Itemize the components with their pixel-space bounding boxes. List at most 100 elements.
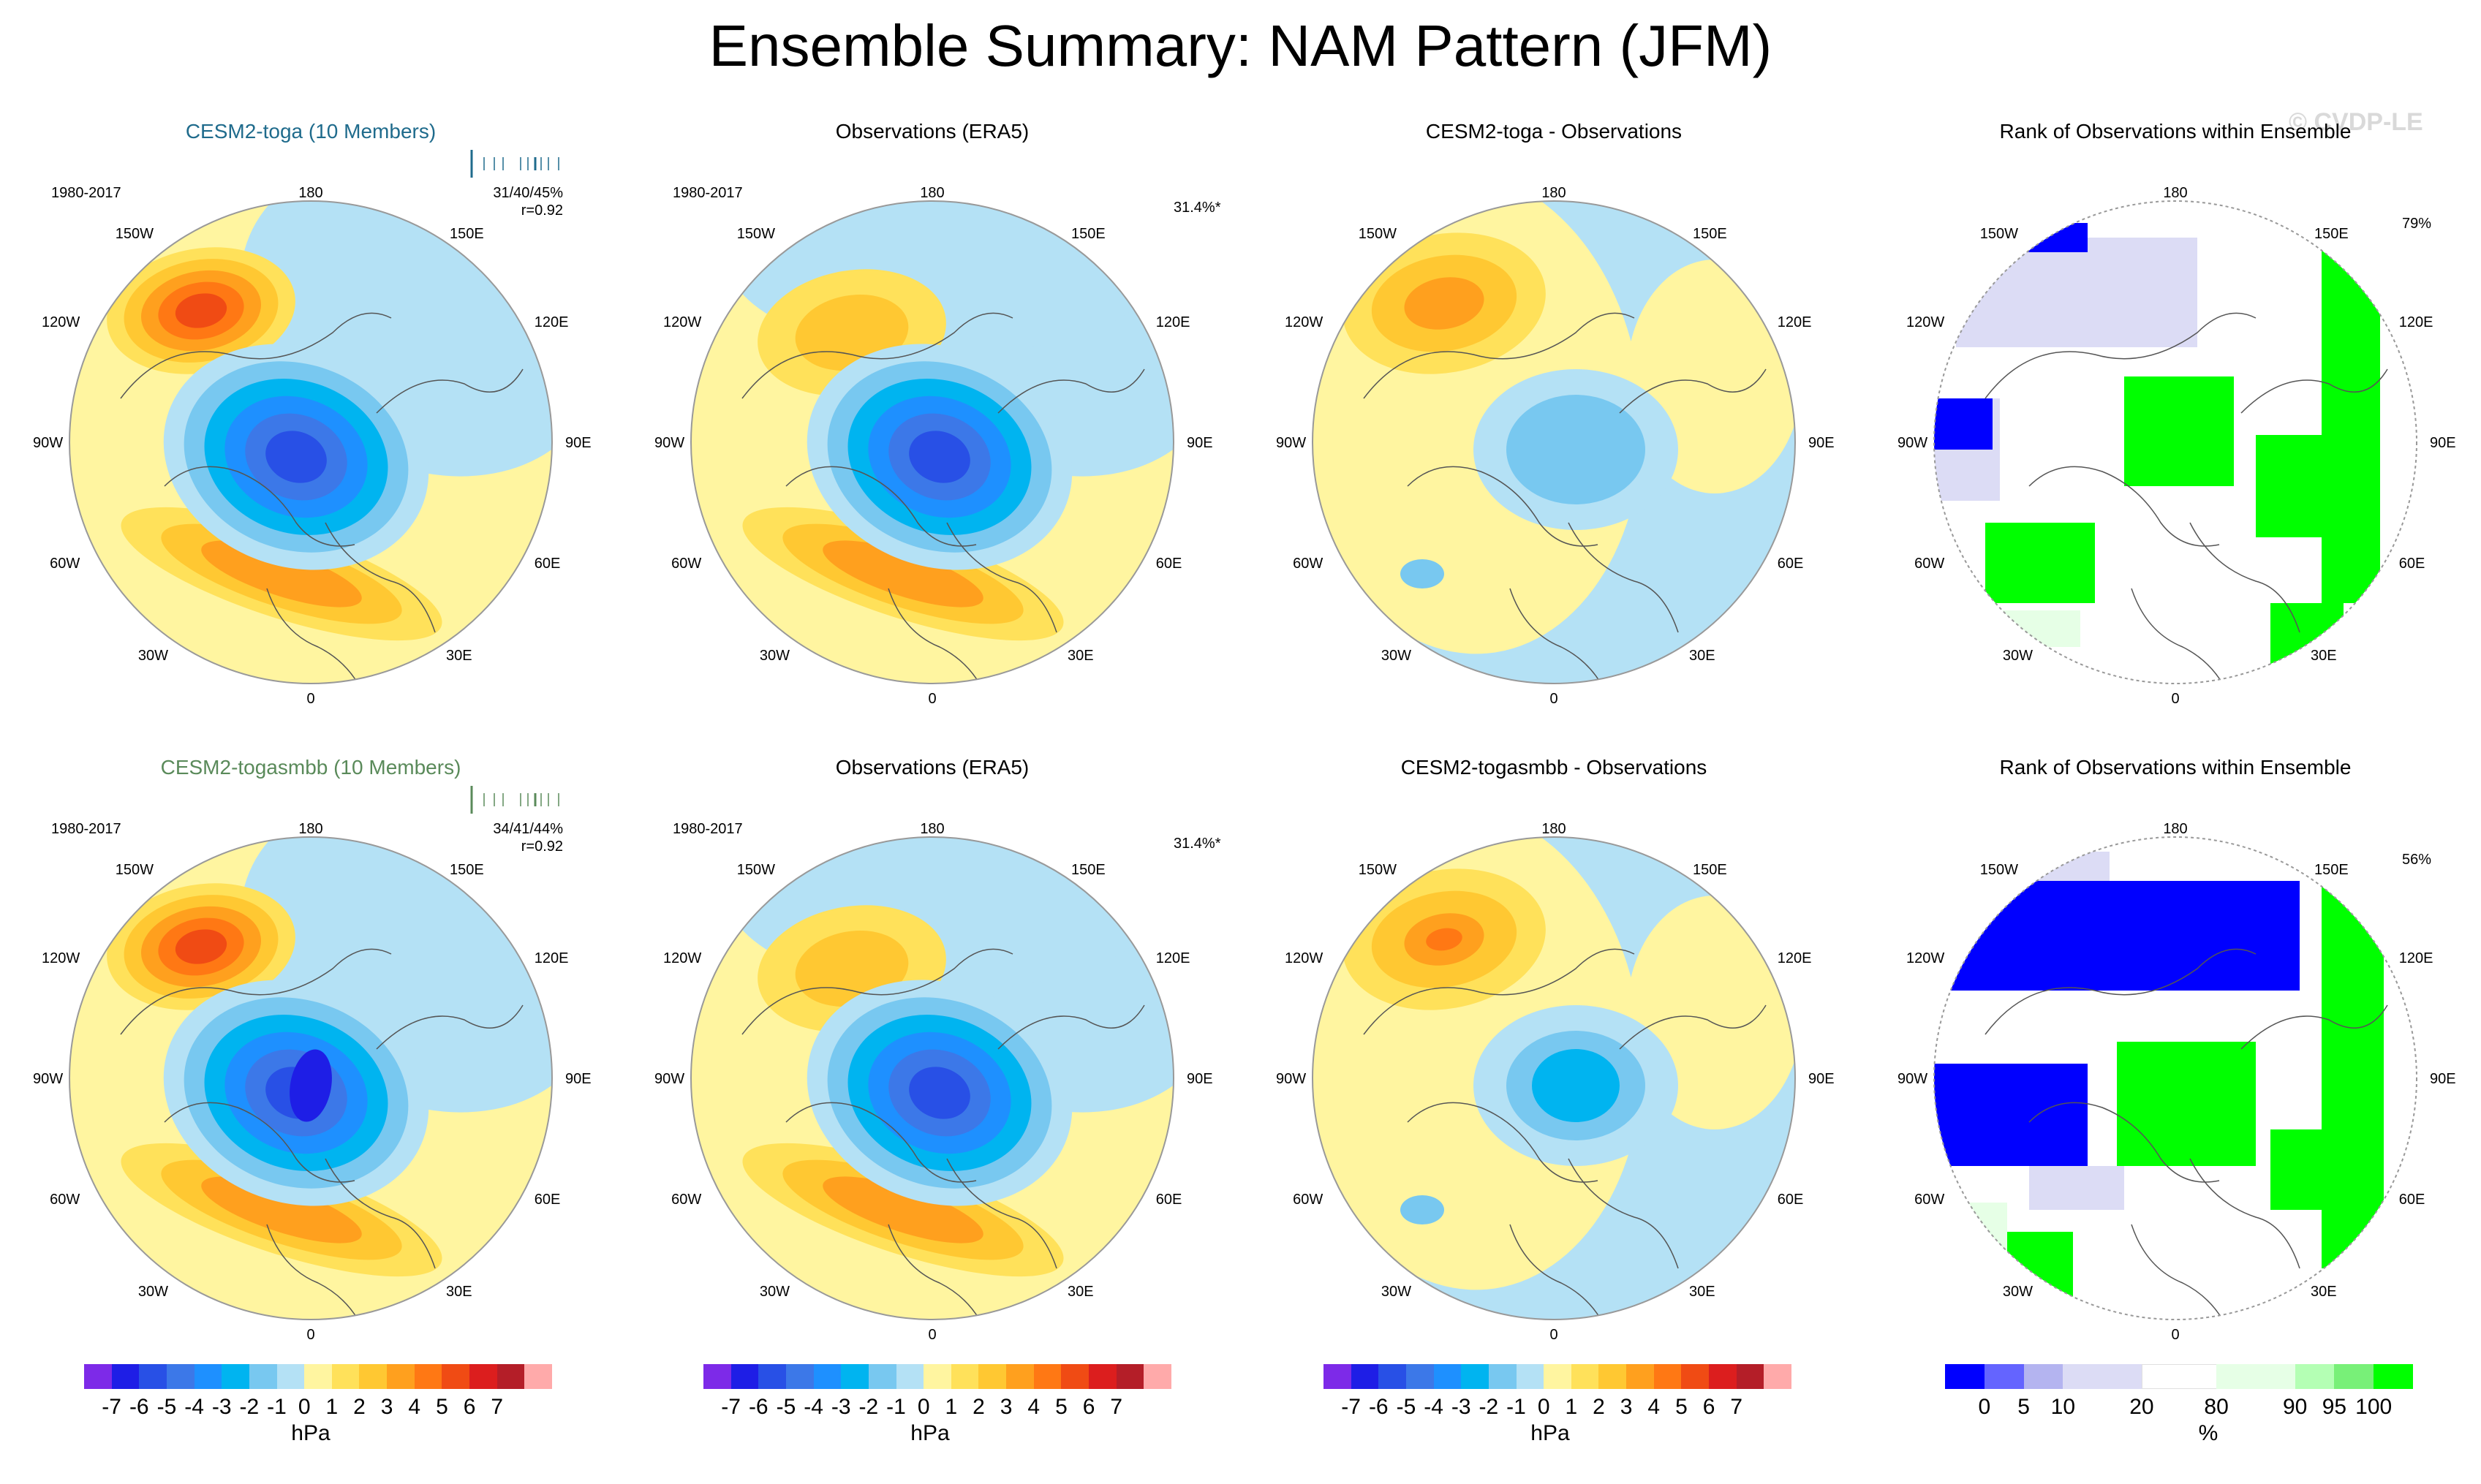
map-boundary [69,836,553,1320]
colorbar-swatch [1488,1364,1517,1389]
longitude-label: 90E [1808,1071,1835,1087]
longitude-label: 30E [2311,647,2337,664]
longitude-label: 60W [1293,556,1323,572]
longitude-label: 90E [565,1071,592,1087]
colorbar-unit: % [2198,1421,2218,1445]
longitude-label: 150W [1979,862,2018,879]
longitude-label: 120W [662,314,702,330]
map-boundary [1312,836,1796,1320]
colorbar-tick-label: 95 [2322,1395,2347,1419]
atlantic-diff-contour [1400,1195,1444,1224]
longitude-label: 0 [928,691,937,707]
coastline [1619,1004,1767,1050]
longitude-label: 120E [1155,950,1190,966]
polar-map [1933,836,2417,1320]
coastline [2131,1224,2227,1320]
longitude-label: 180 [1541,185,1566,201]
colorbar-swatch [1626,1364,1655,1389]
longitude-label: 180 [920,821,945,837]
longitude-label: 60W [671,1192,702,1208]
colorbar-tick-label: 4 [1027,1395,1041,1419]
colorbar-tick-label: -4 [804,1395,823,1419]
colorbar-tick-label: 1 [945,1395,958,1419]
colorbar-tick-label: -6 [1368,1395,1389,1419]
colorbar-swatch [1089,1364,1117,1389]
panel-title: CESM2-togasmbb - Observations [1400,756,1707,779]
rank-region-high [2322,223,2380,603]
polar-map [1933,200,2417,684]
longitude-label: 60W [50,556,80,572]
longitude-label: 90W [1897,435,1928,451]
colorbar-swatch [387,1364,415,1389]
longitude-label: 90W [33,435,64,451]
coastline [164,1102,355,1183]
longitude-label: 150E [1693,226,1727,243]
coastline [997,368,1145,414]
colorbar-swatch [2063,1364,2142,1389]
rank-region-high [2322,859,2384,1268]
colorbar-tick-label: 0 [298,1395,311,1419]
polar-map [1312,200,1796,684]
longitude-label: 30W [759,647,790,664]
longitude-label: 90E [1187,1071,1213,1087]
map-boundary [690,200,1174,684]
colorbar-swatch [2295,1364,2335,1389]
pacific-diff-contour [1426,928,1462,951]
coastline [325,522,436,633]
coastline [120,312,392,399]
pattern-correlation-pct: 31.4%* [1174,836,1221,852]
colorbar-swatch [276,1364,305,1389]
map-panel-r2-c4: Rank of Observations within Ensemble 180 0… [1865,753,2481,1484]
coastline [376,1004,524,1050]
longitude-label: 120W [1906,950,1945,966]
panel-title: CESM2-toga - Observations [1425,120,1683,143]
longitude-label: 150E [450,226,484,243]
coastline [1363,312,1635,399]
colorbar-swatch [359,1364,388,1389]
map-boundary [1933,836,2417,1320]
colorbar-tick-label: 0 [917,1395,930,1419]
longitude-label: 0 [2171,1327,2180,1343]
longitude-label: 150W [1358,226,1397,243]
longitude-label: 30E [446,1283,472,1300]
colorbar-tick-label: 2 [1593,1395,1605,1419]
coastline [888,588,984,684]
longitude-label: 120E [1155,314,1190,330]
rank-region-midhigh [1934,1203,2007,1298]
longitude-label: 120W [41,950,80,966]
longitude-label: 30W [2002,1283,2033,1300]
polar-low-contour [909,1067,970,1119]
longitude-label: 60W [1914,556,1945,572]
longitude-label: 90E [2430,1071,2456,1087]
colorbar-swatch [2023,1364,2063,1389]
period-label: 1980-2017 [51,821,121,837]
polar-map [69,200,553,684]
colorbar-swatch [496,1364,525,1389]
colorbar-tick-label: 80 [2204,1395,2229,1419]
colorbar-tick-label: -5 [1396,1395,1416,1419]
longitude-label: 120E [2398,314,2433,330]
longitude-label: 60E [1777,1192,1804,1208]
colorbar-swatch [1461,1364,1489,1389]
colorbar-tick-label: 6 [1082,1395,1095,1419]
colorbar-swatch [1984,1364,2025,1389]
coastline [741,312,1013,399]
coastline [1407,1102,1598,1183]
colorbar-swatch [1571,1364,1599,1389]
colorbar-swatch [1598,1364,1627,1389]
colorbar-swatch [2216,1364,2296,1389]
polar-map [69,836,553,1320]
longitude-label: 60E [2398,556,2425,572]
longitude-label: 150E [2314,862,2349,879]
pattern-correlation-pct: 79% [2402,216,2432,232]
longitude-label: 60W [671,556,702,572]
longitude-label: 150W [115,862,154,879]
longitude-label: 90E [565,435,592,451]
coastline [376,368,524,414]
map-boundary [69,200,553,684]
colorbar-swatch [442,1364,470,1389]
colorbar-tick-label: -5 [156,1395,177,1419]
colorbar-swatch [978,1364,1007,1389]
colorbar-tick-label: -2 [1479,1395,1499,1419]
longitude-label: 90E [1187,435,1213,451]
